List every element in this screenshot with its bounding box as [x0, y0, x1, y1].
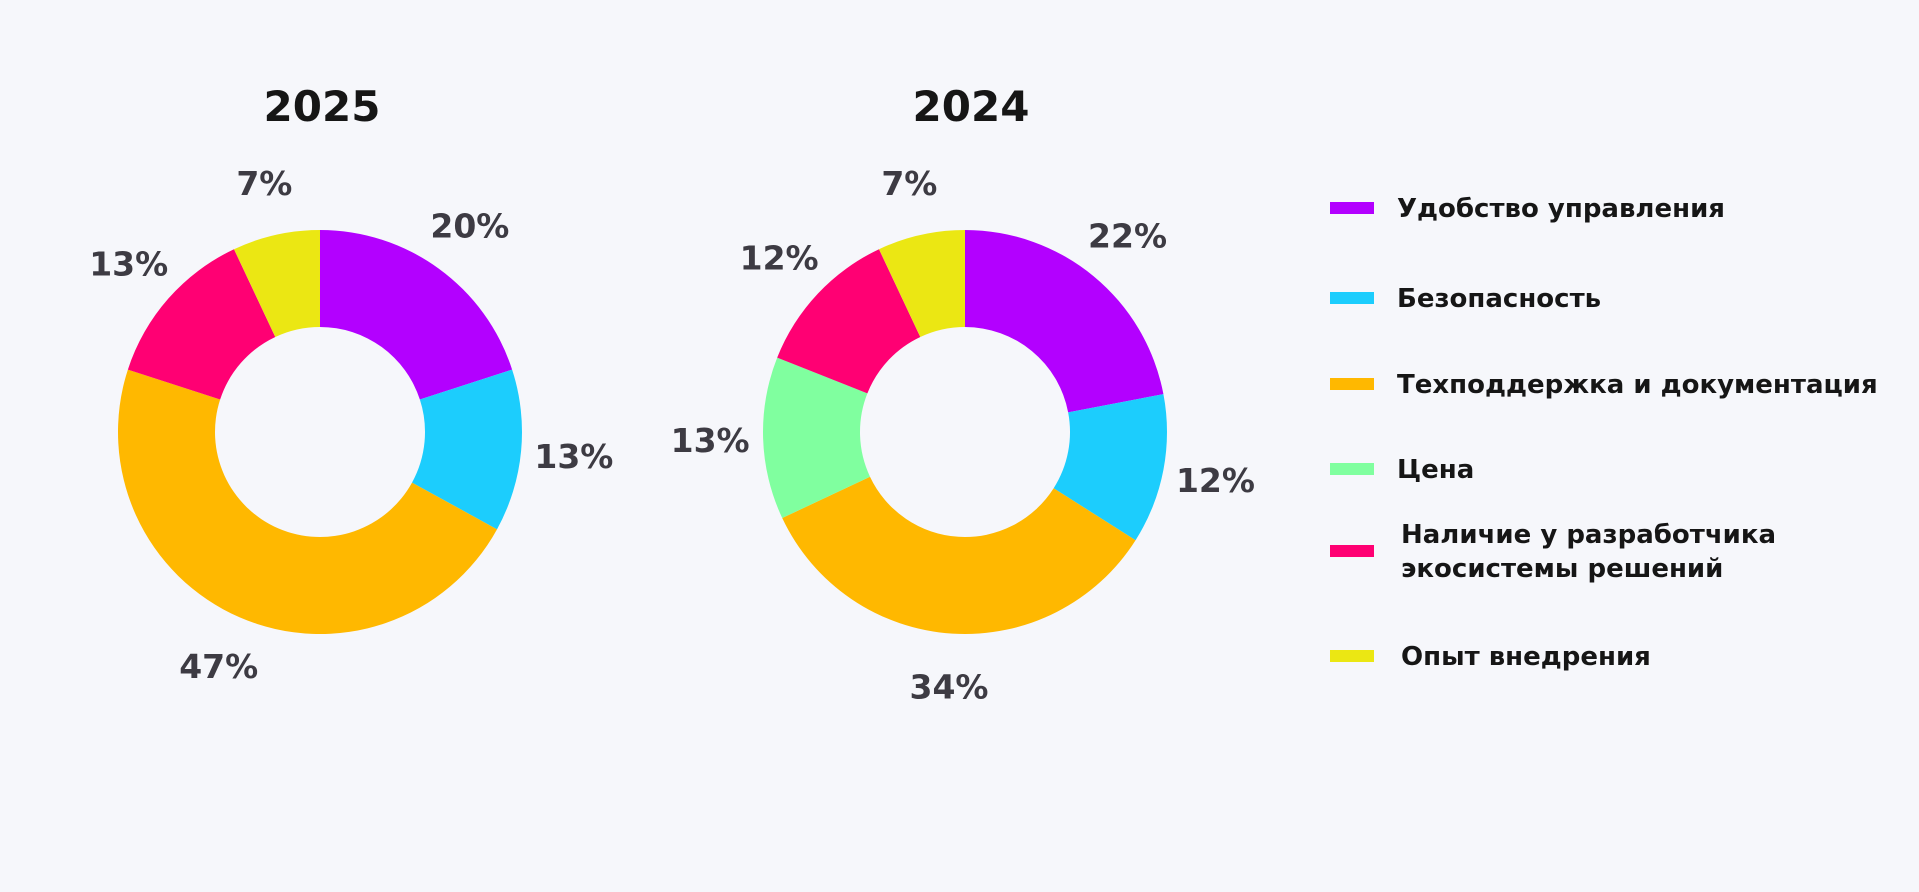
slice-label: 7% [881, 164, 937, 203]
slice-label: 7% [236, 164, 292, 203]
slice-наличие-у-разработчика-экосистемы-решений [127, 249, 276, 400]
slice-безопасность [412, 369, 522, 530]
slice-label: 13% [671, 421, 750, 460]
slice-удобство-управления [965, 230, 1164, 413]
slice-label: 34% [909, 667, 988, 706]
slice-label: 13% [534, 437, 613, 476]
legend-swatch [1330, 545, 1374, 557]
legend-swatch [1330, 202, 1374, 214]
chart-title: 2024 [913, 82, 1030, 131]
slice-техподдержка-и-документация [782, 476, 1136, 634]
slice-label: 12% [1176, 461, 1255, 500]
legend-item: Безопасность [1330, 284, 1601, 314]
legend-item: Наличие у разработчика экосистемы решений [1330, 520, 1776, 584]
slice-label: 47% [179, 647, 258, 686]
legend-label: Наличие у разработчика [1401, 520, 1776, 550]
legend-label: Цена [1397, 455, 1474, 485]
slice-безопасность [1053, 394, 1167, 541]
slice-опыт-внедрения [878, 230, 965, 337]
legend-swatch [1330, 463, 1374, 475]
slice-label: 13% [89, 244, 168, 283]
legend: Удобство управления Безопасность Техподдер… [1330, 194, 1878, 672]
legend-swatch [1330, 378, 1374, 390]
slice-техподдержка-и-документация [118, 369, 498, 634]
legend-label: Удобство управления [1397, 194, 1725, 224]
legend-item: Техподдержка и документация [1330, 370, 1878, 400]
legend-item: Опыт внедрения [1330, 642, 1651, 672]
slice-label: 20% [430, 207, 509, 246]
slice-наличие-у-разработчика-экосистемы-решений [777, 249, 921, 394]
donut-chart-2025: 2025 20% 13% 47% 13% 7% [89, 82, 613, 686]
slice-удобство-управления [320, 230, 513, 400]
chart-title: 2025 [264, 82, 381, 131]
legend-label: Безопасность [1397, 284, 1601, 314]
legend-item: Цена [1330, 455, 1474, 485]
slice-цена [762, 357, 870, 519]
slice-опыт-внедрения [233, 230, 320, 337]
legend-label: экосистемы решений [1401, 554, 1723, 584]
slice-label: 12% [740, 238, 819, 277]
legend-label: Техподдержка и документация [1397, 370, 1878, 400]
legend-swatch [1330, 292, 1374, 304]
donut-chart-2024: 2024 22% 12% 34% 13% 12% 7% [671, 82, 1255, 706]
slice-label: 22% [1088, 217, 1167, 256]
legend-swatch [1330, 650, 1374, 662]
legend-item: Удобство управления [1330, 194, 1725, 224]
legend-label: Опыт внедрения [1401, 642, 1651, 672]
